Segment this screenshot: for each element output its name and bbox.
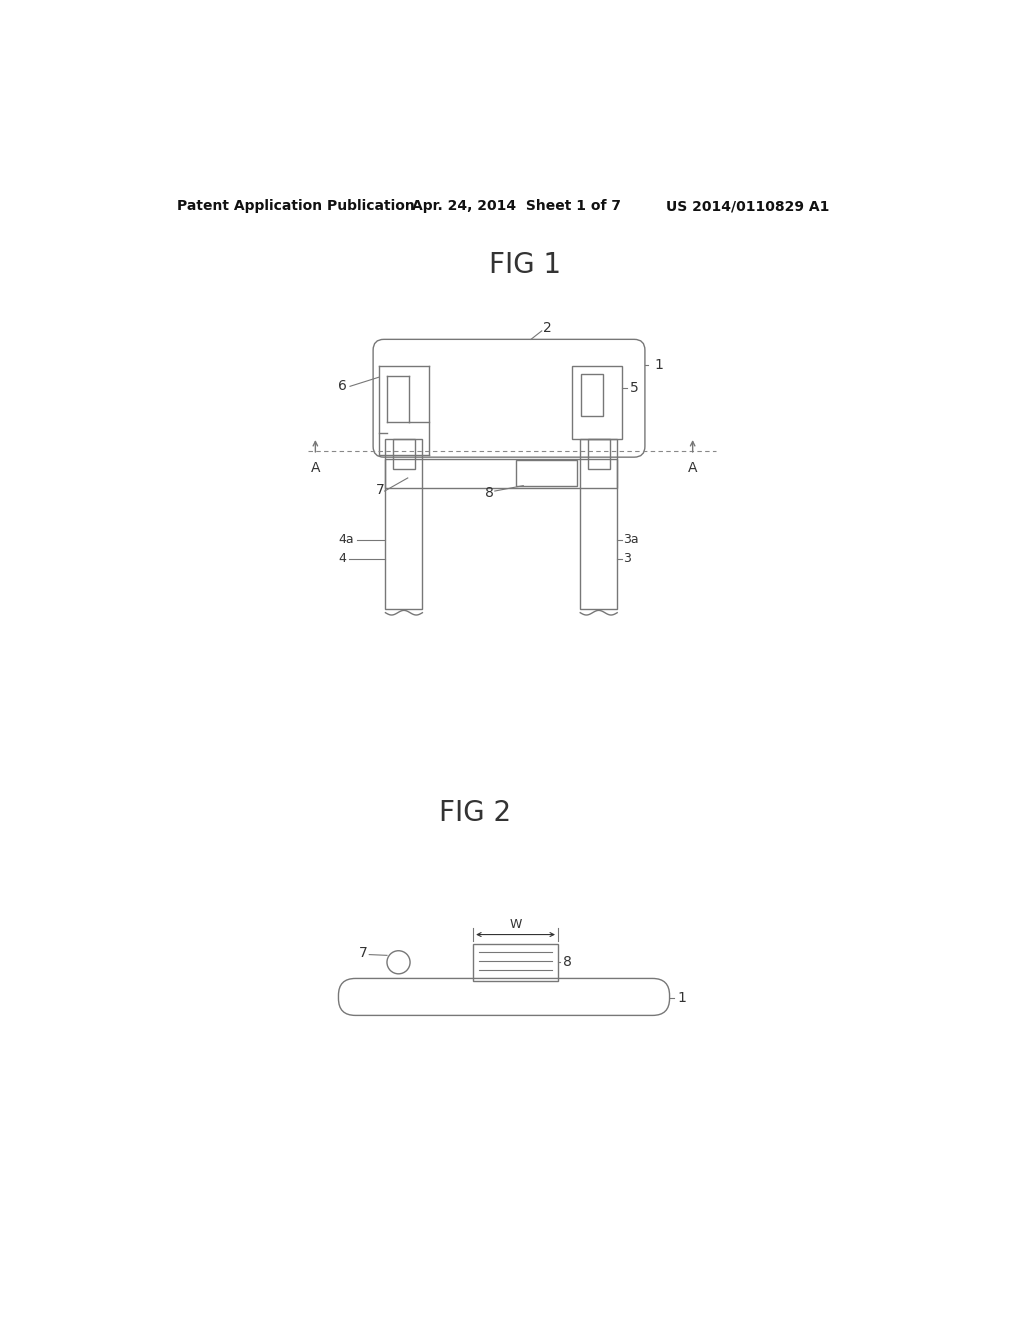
- Text: 8: 8: [484, 486, 494, 500]
- Text: 7: 7: [376, 483, 384, 496]
- Bar: [385, 459, 617, 488]
- Text: 4: 4: [339, 552, 346, 565]
- Text: 1: 1: [654, 358, 663, 372]
- Text: 2: 2: [544, 321, 552, 335]
- Text: A: A: [688, 461, 697, 475]
- Text: US 2014/0110829 A1: US 2014/0110829 A1: [666, 199, 829, 213]
- Text: FIG 2: FIG 2: [438, 799, 511, 826]
- Bar: [393, 440, 415, 469]
- Text: 5: 5: [630, 381, 638, 395]
- Text: 4a: 4a: [339, 533, 354, 546]
- Text: 7: 7: [358, 946, 368, 960]
- Bar: [588, 440, 609, 469]
- Text: W: W: [509, 917, 522, 931]
- Text: 3a: 3a: [624, 533, 639, 546]
- Bar: [571, 367, 622, 440]
- Text: Patent Application Publication: Patent Application Publication: [177, 199, 415, 213]
- Bar: [473, 944, 558, 981]
- Bar: [515, 461, 578, 487]
- Text: 1: 1: [677, 991, 686, 1005]
- Text: A: A: [310, 461, 321, 475]
- Text: Apr. 24, 2014  Sheet 1 of 7: Apr. 24, 2014 Sheet 1 of 7: [412, 199, 621, 213]
- Bar: [581, 374, 602, 416]
- Text: FIG 1: FIG 1: [488, 251, 561, 279]
- Bar: [581, 440, 617, 609]
- Bar: [385, 440, 422, 609]
- Text: 3: 3: [624, 552, 631, 565]
- Text: 8: 8: [563, 956, 572, 969]
- Text: 6: 6: [339, 379, 347, 393]
